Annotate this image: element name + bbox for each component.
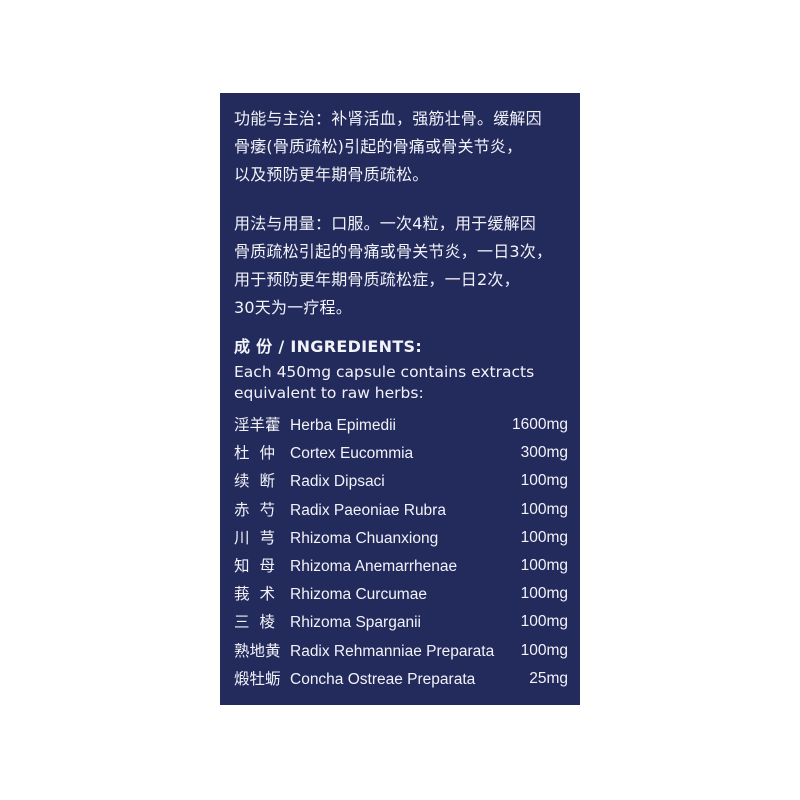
ingredient-latin-name: Radix Rehmanniae Preparata <box>290 642 495 660</box>
usage-line: 30天为一疗程。 <box>234 298 352 317</box>
ingredient-dose: 100mg <box>520 528 568 546</box>
ingredient-chinese-name: 莪术 <box>234 585 286 604</box>
ingredient-chinese-name: 知母 <box>234 556 286 575</box>
ingredient-chinese-name: 川芎 <box>234 528 286 547</box>
ingredient-row: 杜仲 Cortex Eucommia 300mg <box>234 439 568 467</box>
ingredient-chinese-name: 三棱 <box>234 613 286 632</box>
ingredient-dose: 100mg <box>520 556 568 574</box>
ingredient-dose: 100mg <box>520 641 568 659</box>
ingredient-chinese-name: 淫羊藿 <box>234 416 281 434</box>
functions-indications-paragraph: 功能与主治：补肾活血，强筋壮骨。缓解因 骨痿(骨质疏松)引起的骨痛或骨关节炎， … <box>234 105 574 189</box>
ingredient-dose: 1600mg <box>511 416 568 433</box>
functions-line: 功能与主治：补肾活血，强筋壮骨。缓解因 <box>234 109 542 128</box>
ingredient-row: 续断 Radix Dipsaci 100mg <box>234 467 568 495</box>
ingredient-row: 川芎 Rhizoma Chuanxiong 100mg <box>234 524 568 552</box>
ingredient-dose: 100mg <box>520 613 568 631</box>
ingredient-latin-name: Rhizoma Anemarrhenae <box>290 557 458 575</box>
ingredient-latin-name: Herba Epimedii <box>290 417 396 434</box>
ingredients-intro-line: equivalent to raw herbs: <box>234 384 424 402</box>
ingredient-latin-name: Radix Paeoniae Rubra <box>290 501 446 519</box>
ingredient-latin-name: Rhizoma Chuanxiong <box>290 529 439 547</box>
ingredient-dose: 25mg <box>529 669 568 687</box>
ingredient-dose: 100mg <box>520 500 568 518</box>
functions-line: 骨痿(骨质疏松)引起的骨痛或骨关节炎， <box>234 137 523 156</box>
ingredient-latin-name: Radix Dipsaci <box>290 473 385 491</box>
ingredient-chinese-name: 熟地黄 <box>234 641 281 660</box>
usage-dosage-paragraph: 用法与用量：口服。一次4粒，用于缓解因 骨质疏松引起的骨痛或骨关节炎，一日3次，… <box>234 210 574 322</box>
ingredient-row: 淫羊藿 Herba Epimedii 1600mg <box>234 411 568 439</box>
ingredient-chinese-name: 续断 <box>234 472 286 491</box>
ingredient-dose: 100mg <box>520 472 568 490</box>
ingredient-chinese-name: 煅牡蛎 <box>234 669 281 688</box>
ingredients-list: 淫羊藿 Herba Epimedii 1600mg 杜仲 Cortex Eucommia… <box>234 411 568 693</box>
ingredient-chinese-name: 杜仲 <box>234 444 286 463</box>
ingredient-row: 莪术 Rhizoma Curcumae 100mg <box>234 580 568 608</box>
ingredient-row: 知母 Rhizoma Anemarrhenae 100mg <box>234 552 568 580</box>
ingredient-latin-name: Cortex Eucommia <box>290 445 414 463</box>
ingredients-intro: Each 450mg capsule contains extracts equ… <box>234 362 534 404</box>
ingredients-heading: 成 份 / INGREDIENTS: <box>234 337 423 356</box>
usage-line: 用于预防更年期骨质疏松症，一日2次， <box>234 270 520 289</box>
ingredient-row: 煅牡蛎 Concha Ostreae Preparata 25mg <box>234 665 568 693</box>
functions-line: 以及预防更年期骨质疏松。 <box>234 165 429 184</box>
usage-line: 骨质疏松引起的骨痛或骨关节炎，一日3次， <box>234 242 553 261</box>
ingredient-row: 熟地黄 Radix Rehmanniae Preparata 100mg <box>234 637 568 665</box>
ingredient-latin-name: Concha Ostreae Preparata <box>290 670 476 688</box>
ingredient-dose: 300mg <box>520 444 568 462</box>
ingredient-latin-name: Rhizoma Curcumae <box>290 586 427 604</box>
product-label-panel: 功能与主治：补肾活血，强筋壮骨。缓解因 骨痿(骨质疏松)引起的骨痛或骨关节炎， … <box>220 93 580 705</box>
ingredients-intro-line: Each 450mg capsule contains extracts <box>234 363 535 381</box>
ingredient-latin-name: Rhizoma Sparganii <box>290 614 421 632</box>
ingredient-chinese-name: 赤芍 <box>234 500 286 519</box>
usage-line: 用法与用量：口服。一次4粒，用于缓解因 <box>234 214 536 233</box>
ingredient-dose: 100mg <box>520 585 568 603</box>
ingredient-row: 赤芍 Radix Paeoniae Rubra 100mg <box>234 496 568 524</box>
ingredient-row: 三棱 Rhizoma Sparganii 100mg <box>234 608 568 636</box>
